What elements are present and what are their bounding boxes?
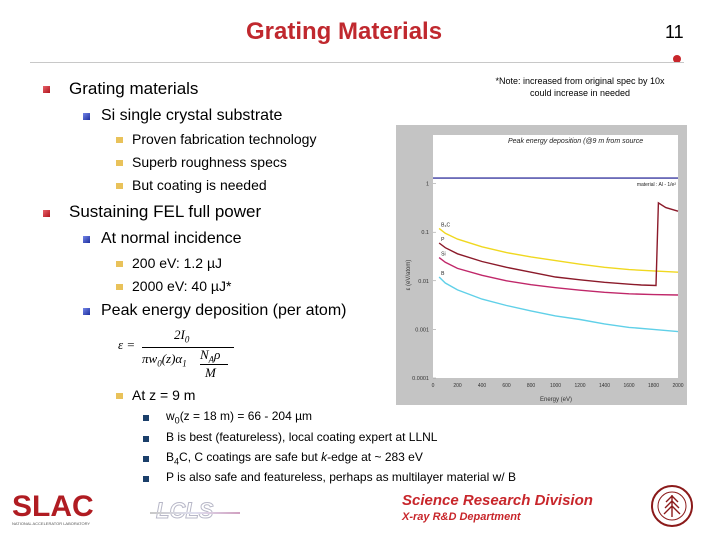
bullet-marker-icon (83, 236, 90, 243)
title-divider (30, 62, 684, 63)
energy-deposition-chart: Peak energy deposition (@9 m from source… (396, 125, 687, 405)
bullet-marker-icon (116, 183, 123, 189)
bullet-item: But coating is needed (132, 177, 267, 193)
slac-logo: SLAC NATIONAL ACCELERATOR LABORATORY (12, 490, 94, 526)
division-name: Science Research Division (402, 492, 593, 509)
series-label: B₄C (441, 222, 450, 228)
bullet-marker-icon (143, 476, 149, 482)
slide-title: Grating Materials (246, 18, 443, 45)
x-tick-label: 200 (453, 383, 462, 389)
series-label: P (441, 237, 445, 243)
note-line-2: could increase in needed (529, 88, 631, 98)
formula-denominator: πw (142, 351, 158, 366)
fraction-bar (142, 347, 234, 348)
x-tick-label: 1400 (599, 383, 610, 389)
y-axis-label: ε (eV/atom) (406, 260, 412, 291)
series-label: Si (441, 252, 445, 258)
threshold-label: material : Al - 1/e² (637, 182, 677, 188)
x-tick-label: 1600 (623, 383, 634, 389)
stanford-seal-icon (651, 485, 693, 527)
x-tick-label: 0 (432, 383, 435, 389)
lcls-logo: LCLS (150, 498, 240, 524)
bullet-item: Superb roughness specs (132, 154, 287, 170)
bullet-marker-icon (83, 308, 90, 315)
x-tick-label: 400 (478, 383, 487, 389)
bullet-grating-materials: Grating materials (69, 79, 199, 98)
bullet-marker-icon (43, 210, 50, 217)
bullet-marker-icon (116, 137, 123, 143)
sub-item-b4c: B4C, C coatings are safe but k-edge at ~… (166, 450, 423, 467)
series-label: B (441, 271, 445, 277)
series-line-2 (438, 257, 679, 296)
bullet-marker-icon (143, 456, 149, 462)
x-tick-label: 600 (502, 383, 511, 389)
y-tick-label: 0.0001 (412, 376, 429, 382)
x-tick-label: 1200 (574, 383, 585, 389)
y-tick-label: 1 (426, 182, 429, 188)
x-tick-label: 1000 (550, 383, 561, 389)
bullet-normal-incidence: At normal incidence (101, 230, 242, 247)
bullet-item: 2000 eV: 40 µJ* (132, 278, 232, 294)
formula-numerator: 2I (174, 327, 185, 342)
sub-item-w0: w0(z = 18 m) = 66 - 204 µm (166, 409, 312, 426)
accent-dot (673, 55, 681, 63)
sub-item-b-best: B is best (featureless), local coating e… (166, 430, 438, 444)
spec-note: *Note: increased from original spec by 1… (470, 75, 690, 99)
plot-area (433, 135, 678, 378)
y-tick-label: 0.01 (418, 279, 429, 285)
bullet-fel-power: Sustaining FEL full power (69, 202, 262, 221)
chart-svg: Peak energy deposition (@9 m from source… (406, 135, 684, 403)
bullet-item: Proven fabrication technology (132, 131, 317, 147)
bullet-marker-icon (116, 160, 123, 166)
note-line-1: *Note: increased from original spec by 1… (495, 76, 665, 86)
chart-title: Peak energy deposition (@9 m from source (508, 138, 643, 145)
x-axis-label: Energy (eV) (540, 397, 572, 403)
slac-logo-subtext: NATIONAL ACCELERATOR LABORATORY (12, 521, 90, 526)
energy-deposition-formula: ε = 2I0 πw0(z)α1 NAρ M (112, 323, 234, 383)
bullet-marker-icon (143, 415, 149, 421)
department-name: X-ray R&D Department (402, 511, 521, 523)
bullet-marker-icon (116, 284, 123, 290)
bullet-at-z: At z = 9 m (132, 387, 196, 403)
slac-logo-text: SLAC (12, 490, 94, 523)
x-tick-label: 1800 (648, 383, 659, 389)
bullet-marker-icon (43, 86, 50, 93)
formula-lhs: ε = (118, 337, 136, 352)
x-tick-label: 2000 (672, 383, 683, 389)
bullet-marker-icon (83, 113, 90, 120)
bullet-item: 200 eV: 1.2 µJ (132, 255, 223, 271)
series-line-3 (438, 276, 679, 333)
bullet-peak-energy: Peak energy deposition (per atom) (101, 302, 347, 319)
lcls-logo-text: LCLS (156, 498, 214, 523)
series-line-1 (438, 201, 679, 287)
series-line-0 (438, 227, 679, 273)
bullet-marker-icon (143, 436, 149, 442)
x-tick-label: 800 (527, 383, 536, 389)
bullet-marker-icon (116, 393, 123, 399)
y-tick-label: 0.001 (415, 327, 429, 333)
y-tick-label: 0.1 (421, 230, 429, 236)
page-number: 11 (665, 22, 684, 42)
bullet-marker-icon (116, 261, 123, 267)
sub-item-p-safe: P is also safe and featureless, perhaps … (166, 470, 516, 484)
bullet-si-substrate: Si single crystal substrate (101, 107, 283, 124)
